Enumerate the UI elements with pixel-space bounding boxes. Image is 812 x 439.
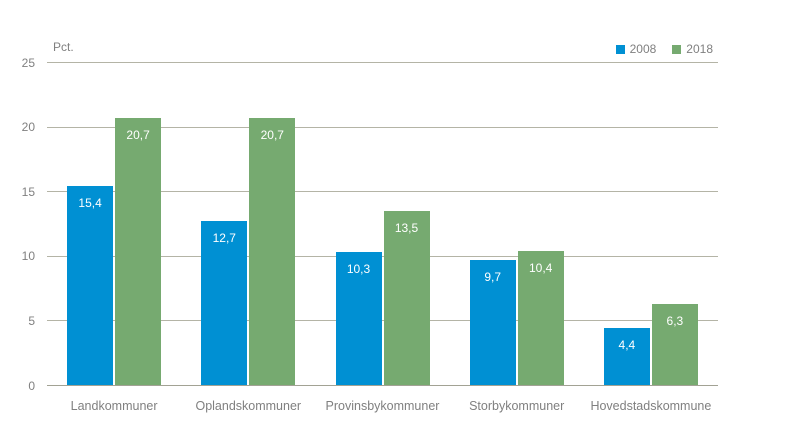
bar-value-label: 10,4 (529, 260, 553, 275)
x-axis-label: Landkommuner (70, 399, 158, 413)
y-gridline (47, 320, 718, 322)
bar-2008-landkommuner: 15,4 (67, 186, 114, 385)
y-tick-label: 20 (21, 120, 35, 135)
bar-2008-oplandskommuner: 12,7 (201, 220, 248, 385)
bar-value-label: 20,7 (260, 127, 284, 142)
bar-value-label: 20,7 (126, 127, 150, 142)
y-axis-unit-label: Pct. (53, 40, 74, 54)
bar-value-label: 9,7 (484, 269, 502, 284)
bar-2018-storbykommuner: 10,4 (517, 250, 564, 385)
x-axis-label: Provinsbykommuner (325, 399, 440, 413)
y-tick-label: 15 (21, 184, 35, 199)
bar-value-label: 4,4 (618, 338, 636, 353)
x-axis-line (47, 385, 718, 386)
bar-value-label: 13,5 (394, 220, 419, 235)
legend-item-2018: 2018 (672, 42, 713, 56)
bar-2008-provinsbykommuner: 10,3 (335, 251, 382, 385)
legend-label: 2008 (629, 42, 657, 56)
legend-swatch-icon (615, 44, 625, 54)
bar-value-label: 15,4 (78, 196, 102, 211)
bar-2008-hovedstadskommune: 4,4 (603, 328, 650, 385)
bar-value-label: 10,3 (346, 261, 371, 276)
legend-label: 2018 (686, 42, 713, 56)
bar-2018-hovedstadskommune: 6,3 (651, 303, 698, 385)
y-gridline (47, 255, 718, 257)
y-tick-label: 25 (21, 55, 35, 70)
x-axis-label: Hovedstadskommune (590, 399, 712, 413)
bar-value-label: 6,3 (666, 313, 684, 328)
legend-swatch-icon (672, 44, 682, 54)
y-gridline (47, 62, 718, 63)
y-gridline (47, 191, 718, 193)
bar-2018-provinsbykommuner: 13,5 (383, 210, 430, 385)
bar-2018-oplandskommuner: 20,7 (249, 117, 296, 385)
y-tick-label: 5 (28, 313, 35, 328)
x-axis-label: Oplandskommuner (195, 399, 302, 413)
x-axis-label: Storbykommuner (469, 399, 565, 413)
y-tick-label: 10 (21, 249, 35, 264)
bar-2018-landkommuner: 20,7 (115, 117, 162, 385)
bar-2008-storbykommuner: 9,7 (469, 259, 516, 385)
bar-value-label: 12,7 (212, 230, 236, 245)
legend: 2008 2018 (615, 42, 713, 56)
legend-item-2008: 2008 (615, 42, 657, 56)
y-gridline (47, 126, 718, 128)
y-tick-label: 0 (28, 378, 35, 393)
